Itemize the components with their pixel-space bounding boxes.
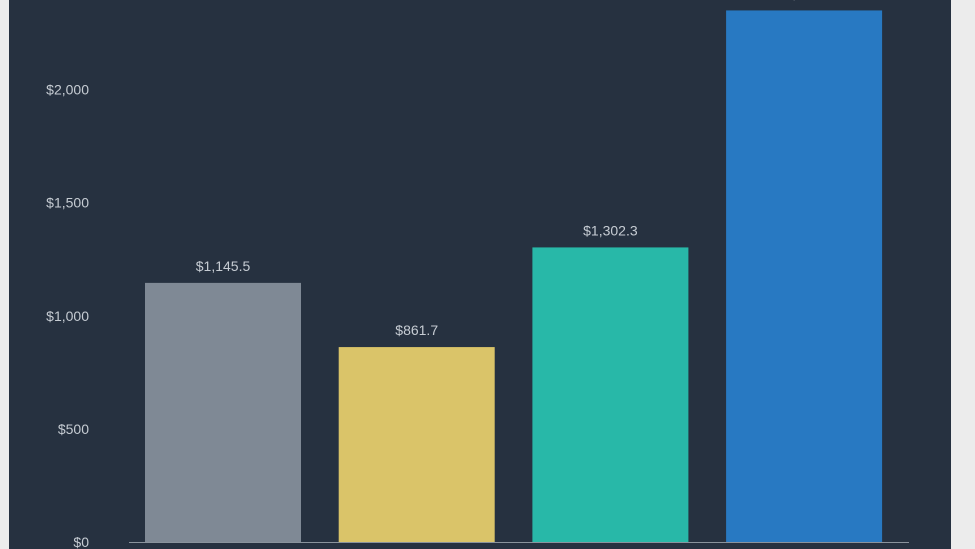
bar-value-label-3: $1,302.3 [583, 222, 638, 238]
bar-value-label-2: $861.7 [395, 322, 438, 338]
y-tick-label: $1,500 [46, 195, 89, 211]
data-labels-group: $1,145.5 $861.7 $1,302.3 $2,350.0 [196, 0, 832, 338]
bar-1[interactable] [145, 282, 301, 542]
bar-value-label-1: $1,145.5 [196, 258, 251, 274]
y-tick-label: $1,000 [46, 308, 89, 324]
bar-2[interactable] [338, 347, 495, 542]
y-tick-label: $2,000 [46, 82, 89, 98]
bar-3[interactable] [532, 247, 689, 542]
bar-chart: $0$500$1,000$1,500$2,000 $1,145.5$861.7$… [46, 0, 909, 549]
y-axis: $0 $500 $1,000 $1,500 $2,000 [46, 82, 89, 549]
y-tick-label: $500 [58, 421, 89, 437]
y-tick-label: $0 [73, 534, 89, 549]
bars-group [145, 10, 883, 543]
bar-4[interactable] [726, 10, 883, 543]
chart-panel: $0 $500 $1,000 $1,500 $2,000 $1,145.5 $861.7 $… [9, 0, 951, 549]
bar-value-label-4: $2,350.0 [777, 0, 832, 1]
